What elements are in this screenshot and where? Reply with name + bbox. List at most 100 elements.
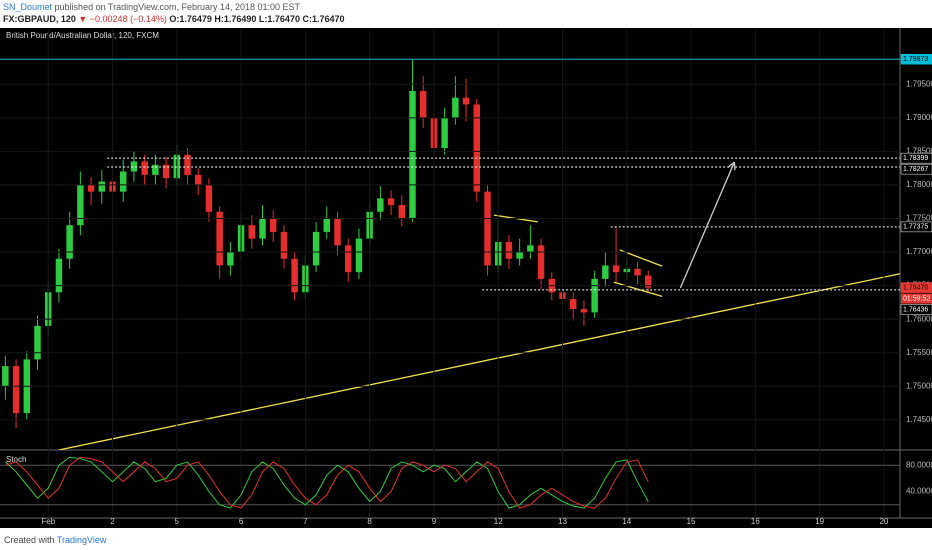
y-tick-label: 1.77500 — [906, 214, 932, 223]
author[interactable]: SN_Doumet — [3, 2, 53, 12]
candle-body — [505, 241, 513, 259]
candle-body — [77, 184, 84, 226]
x-tick-label: 20 — [879, 517, 888, 526]
countdown-box — [901, 293, 932, 304]
price-label: 1.77375 — [903, 224, 928, 231]
candle-body — [602, 265, 609, 279]
candle-body — [2, 366, 9, 387]
brand[interactable]: TradingView — [56, 535, 107, 545]
candle-body — [34, 325, 41, 360]
candle-body — [345, 245, 352, 273]
x-tick-label: 16 — [751, 517, 760, 526]
price-label-box — [900, 163, 932, 175]
chart: British Pound/Australian Dollar, 120, FX… — [0, 28, 932, 528]
stoch-line — [5, 456, 649, 509]
candle-body — [141, 161, 148, 175]
price-label: 1.78267 — [903, 166, 928, 173]
y-tick-label: 1.78500 — [906, 146, 932, 155]
y-tick-label: 1.76000 — [906, 314, 932, 323]
candle-body — [334, 218, 341, 246]
change: ▼ −0.00248 (−0.14%) — [78, 14, 167, 24]
candle-body — [398, 205, 405, 219]
candle-body — [216, 211, 223, 266]
created: Created with — [4, 535, 55, 545]
published: published on TradingView.com, February 1… — [54, 2, 301, 12]
price-label: 1.76436 — [903, 306, 928, 313]
candle-body — [66, 225, 73, 259]
candle-body — [130, 161, 138, 172]
ohlc: O:1.76479 H:1.76490 L:1.76470 C:1.76470 — [169, 14, 345, 24]
candle-body — [612, 265, 620, 273]
candle-body — [516, 252, 523, 259]
candle-body — [323, 218, 330, 232]
candle-body — [120, 171, 127, 192]
candle-body — [645, 275, 652, 288]
price-label-box — [900, 53, 932, 65]
candle-body — [87, 184, 95, 192]
candle-body — [98, 181, 105, 192]
candle-body — [580, 309, 588, 313]
chart-title: British Pound/Australian Dollar, 120, FX… — [6, 31, 159, 40]
header-line: FX:GBPAUD, 120 ▼ −0.00248 (−0.14%) O:1.7… — [3, 13, 344, 25]
x-tick-label: 6 — [239, 517, 244, 526]
x-tick-label: 19 — [815, 517, 824, 526]
price-label-box — [900, 304, 932, 315]
countdown: 01:59:52 — [903, 295, 930, 302]
price-label-box — [900, 282, 932, 293]
candle-body — [409, 90, 416, 219]
candle-body — [227, 252, 234, 266]
x-tick-label: 2 — [110, 517, 115, 526]
y-tick-label: 1.75000 — [906, 381, 932, 390]
candle-body — [152, 164, 159, 175]
candle-body — [195, 174, 202, 185]
price-label: 1.78399 — [903, 155, 928, 162]
candle-body — [291, 258, 298, 293]
stoch-tick-label: 40.0000 — [906, 487, 932, 496]
x-tick-label: 12 — [494, 517, 503, 526]
candle-body — [441, 117, 448, 149]
header: SN_Doumet published on TradingView.com, … — [3, 1, 344, 25]
candle-body — [570, 299, 577, 310]
candle-body — [248, 225, 255, 239]
x-tick-label: 9 — [432, 517, 437, 526]
candle-body — [634, 268, 641, 276]
candle-body — [355, 238, 363, 273]
candle-body — [205, 184, 213, 212]
candle-body — [484, 191, 491, 266]
stoch-tick-label: 80.0000 — [906, 460, 932, 469]
x-tick-label: 5 — [175, 517, 180, 526]
candle-body — [312, 231, 320, 266]
candle-body — [473, 104, 480, 192]
price-label-box — [900, 221, 932, 233]
price-label: 1.76470 — [903, 284, 928, 291]
candle-body — [12, 366, 20, 414]
candle-body — [162, 164, 170, 179]
x-tick-label: Feb — [41, 517, 55, 526]
stoch-line — [5, 456, 649, 509]
y-tick-label: 1.79000 — [906, 113, 932, 122]
candle-body — [420, 90, 427, 118]
candle-body — [387, 198, 395, 206]
trendline — [613, 281, 663, 297]
candle-body — [537, 245, 545, 279]
candle-body — [259, 218, 266, 239]
candle-body — [591, 278, 598, 313]
x-tick-label: 7 — [303, 517, 308, 526]
candle-body — [270, 218, 277, 232]
candle-body — [55, 258, 63, 293]
y-tick-label: 1.79500 — [906, 79, 932, 88]
candle-body — [280, 231, 288, 259]
symbol: FX:GBPAUD, 120 — [3, 14, 76, 24]
y-tick-label: 1.75500 — [906, 348, 932, 357]
x-tick-label: 14 — [622, 517, 631, 526]
header-line: SN_Doumet published on TradingView.com, … — [3, 1, 344, 13]
y-tick-label: 1.77000 — [906, 247, 932, 256]
footer: Created with TradingView — [4, 535, 106, 545]
price-label: 1.79873 — [903, 56, 928, 63]
y-tick-label: 1.74500 — [906, 415, 932, 424]
candle-body — [462, 97, 470, 105]
y-tick-label: 1.78000 — [906, 180, 932, 189]
candle-body — [377, 198, 384, 212]
x-tick-label: 8 — [367, 517, 372, 526]
